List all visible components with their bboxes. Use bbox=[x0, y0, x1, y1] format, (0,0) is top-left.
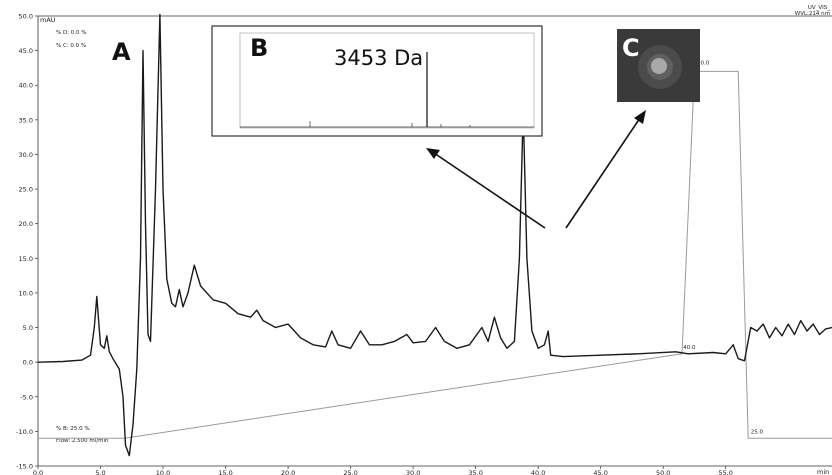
x-ticks: 0.0 5.0 10.0 15.0 20.0 25.0 30.0 35.0 40.0 45.0 50… bbox=[33, 466, 733, 475]
y-tick-label: -10.0 bbox=[16, 428, 33, 436]
x-tick-label: 45.0 bbox=[593, 469, 607, 475]
y-tick-label: 30.0 bbox=[19, 151, 33, 159]
x-tick-label: 10.0 bbox=[156, 469, 170, 475]
x-tick-label: 40.0 bbox=[531, 469, 545, 475]
y-ticks: 50.0 45.0 40.0 35.0 30.0 25.0 20.0 15.0 10.0 5.0 0… bbox=[16, 13, 38, 471]
gradient-annotations: 90.0 40.0 25.0 bbox=[683, 60, 763, 435]
y-tick-label: 35.0 bbox=[19, 116, 33, 124]
y-tick-label: 15.0 bbox=[19, 255, 33, 263]
x-tick-label: 30.0 bbox=[406, 469, 420, 475]
uv-trace-line bbox=[37, 13, 832, 457]
y-unit-label: mAU bbox=[40, 16, 56, 24]
y-tick-label: 25.0 bbox=[19, 186, 33, 194]
panel-label-b: B bbox=[250, 34, 268, 62]
x-tick-label: 5.0 bbox=[95, 469, 105, 475]
x-tick-label: 15.0 bbox=[218, 469, 232, 475]
x-tick-label: 55.0 bbox=[718, 469, 732, 475]
inset-spot-image: C bbox=[617, 29, 700, 102]
y-tick-label: 20.0 bbox=[19, 220, 33, 228]
x-tick-label: 25.0 bbox=[343, 469, 357, 475]
y-tick-label: 0.0 bbox=[23, 359, 33, 367]
x-tick-label: 20.0 bbox=[281, 469, 295, 475]
arrow-head-c bbox=[634, 110, 646, 124]
gradient-annotation: 90.0 bbox=[697, 60, 710, 66]
wavelength-label: WVL:214 nm bbox=[795, 11, 830, 17]
gradient-top-label-c: % C: 0.0 % bbox=[56, 43, 86, 49]
gradient-percent-b-label: % B: 25.0 % bbox=[56, 426, 90, 432]
y-tick-label: 5.0 bbox=[23, 324, 33, 332]
arrow-to-inset-c bbox=[565, 117, 641, 229]
y-tick-label: 10.0 bbox=[19, 289, 33, 297]
x-unit-label: min bbox=[817, 468, 829, 475]
gradient-annotation: 40.0 bbox=[683, 345, 696, 351]
inset-b-inner-frame bbox=[239, 32, 535, 129]
arrow-to-inset-b bbox=[433, 152, 546, 229]
pointer-arrows bbox=[426, 110, 646, 229]
panel-label-a: A bbox=[112, 38, 131, 66]
y-tick-label: -15.0 bbox=[16, 463, 33, 471]
y-tick-label: 50.0 bbox=[19, 13, 33, 21]
gradient-flow-label: Flow: 2.500 ml/min bbox=[56, 438, 109, 444]
y-tick-label: 40.0 bbox=[19, 82, 33, 90]
gradient-annotation: 25.0 bbox=[751, 429, 764, 435]
x-tick-label: 50.0 bbox=[656, 469, 670, 475]
panel-label-c: C bbox=[622, 34, 640, 62]
inset-mass-spectrum: B 3453 Da bbox=[211, 25, 543, 137]
x-tick-label: 0.0 bbox=[33, 469, 43, 475]
mass-label: 3453 Da bbox=[334, 46, 423, 70]
spot-center bbox=[651, 58, 667, 74]
y-tick-label: 45.0 bbox=[19, 47, 33, 55]
gradient-top-label-d: % D: 0.0 % bbox=[56, 30, 87, 36]
y-tick-label: -5.0 bbox=[20, 393, 33, 401]
arrow-head-b bbox=[426, 148, 440, 159]
axes: 50.045.040.035.030.025.020.015.010.05.00… bbox=[16, 13, 832, 475]
x-tick-label: 35.0 bbox=[468, 469, 482, 475]
inset-b-frame bbox=[211, 25, 543, 137]
detector-label: UV_VIS_ bbox=[808, 5, 830, 11]
